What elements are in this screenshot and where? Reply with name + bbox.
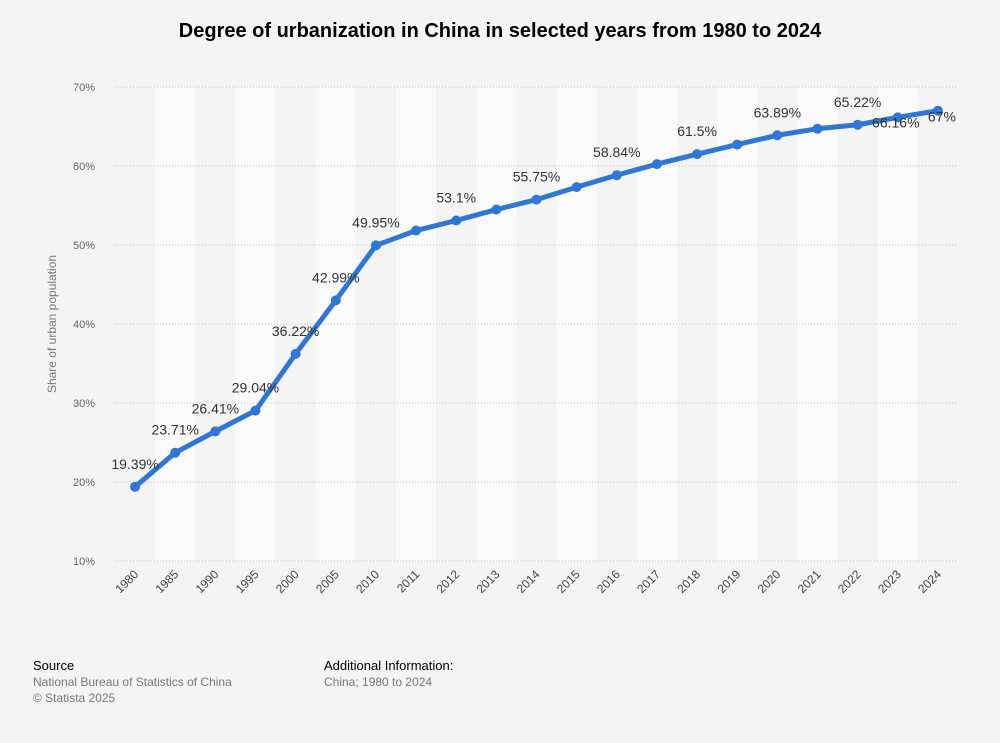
source-block: Source National Bureau of Statistics of … bbox=[33, 658, 232, 706]
x-tick-label: 2000 bbox=[273, 567, 302, 596]
data-point-2005[interactable] bbox=[330, 295, 341, 306]
info-heading: Additional Information: bbox=[324, 658, 454, 673]
data-point-2010[interactable] bbox=[370, 240, 381, 251]
x-tick-label: 1990 bbox=[193, 567, 222, 596]
column-band-1990 bbox=[195, 87, 236, 561]
y-tick-label: 50% bbox=[73, 240, 95, 252]
data-point-1990[interactable] bbox=[210, 426, 221, 437]
footer: Source National Bureau of Statistics of … bbox=[33, 658, 973, 718]
data-label-2018: 61.5% bbox=[677, 123, 717, 139]
data-label-2020: 63.89% bbox=[754, 104, 801, 120]
data-label-2000: 36.22% bbox=[272, 323, 319, 339]
y-axis-label: Share of urban population bbox=[45, 255, 59, 393]
data-point-2011[interactable] bbox=[411, 225, 422, 236]
data-point-2013[interactable] bbox=[491, 204, 502, 215]
x-tick-label: 2023 bbox=[875, 567, 904, 596]
data-point-2022[interactable] bbox=[852, 119, 863, 130]
data-label-2005: 42.99% bbox=[312, 269, 359, 285]
x-tick-label: 2011 bbox=[394, 567, 422, 595]
x-tick-label: 2005 bbox=[313, 567, 342, 596]
info-text: China; 1980 to 2024 bbox=[324, 675, 433, 689]
x-tick-label: 2015 bbox=[554, 567, 583, 596]
data-point-2021[interactable] bbox=[812, 123, 823, 134]
data-point-2018[interactable] bbox=[692, 149, 703, 160]
source-name[interactable]: National Bureau of Statistics of China bbox=[33, 675, 232, 689]
copyright: © Statista 2025 bbox=[33, 691, 116, 705]
data-point-1985[interactable] bbox=[170, 447, 181, 458]
line-chart: 10% 20% 30% 40% 50% 60% 70% Share of urban popu… bbox=[45, 82, 958, 596]
data-point-2024[interactable] bbox=[932, 105, 943, 116]
data-label-2014: 55.75% bbox=[513, 169, 560, 185]
column-band-2010 bbox=[355, 87, 396, 561]
data-point-2016[interactable] bbox=[611, 170, 622, 181]
data-label-2023: 66.16% bbox=[872, 114, 919, 130]
x-tick-label: 2020 bbox=[755, 567, 784, 596]
x-tick-label: 1995 bbox=[233, 567, 262, 596]
column-band-2011 bbox=[396, 87, 437, 561]
data-label-1995: 29.04% bbox=[232, 380, 279, 396]
source-heading: Source bbox=[33, 658, 75, 673]
data-point-2019[interactable] bbox=[732, 139, 743, 150]
data-point-2020[interactable] bbox=[772, 130, 783, 141]
data-label-2016: 58.84% bbox=[593, 144, 640, 160]
column-band-2019 bbox=[717, 87, 758, 561]
x-tick-label: 2024 bbox=[915, 567, 944, 596]
column-band-2023 bbox=[877, 87, 918, 561]
data-label-1985: 23.71% bbox=[151, 422, 198, 438]
x-tick-label: 2014 bbox=[514, 567, 543, 596]
info-block: Additional Information: China; 1980 to 2… bbox=[324, 658, 453, 690]
x-tick-label: 2018 bbox=[674, 567, 703, 596]
x-tick-label: 2019 bbox=[715, 567, 744, 596]
y-tick-label: 20% bbox=[73, 477, 95, 489]
x-tick-label: 1985 bbox=[153, 567, 182, 596]
data-label-2022: 65.22% bbox=[834, 94, 881, 110]
y-tick-label: 60% bbox=[73, 161, 95, 173]
data-label-1980: 19.39% bbox=[111, 456, 158, 472]
data-point-2017[interactable] bbox=[651, 159, 662, 170]
x-tick-label: 1980 bbox=[112, 567, 141, 596]
data-point-1995[interactable] bbox=[250, 405, 261, 416]
data-point-2023[interactable] bbox=[892, 112, 903, 123]
x-tick-label: 2017 bbox=[634, 567, 663, 596]
data-point-2012[interactable] bbox=[451, 215, 462, 226]
data-point-2014[interactable] bbox=[531, 194, 542, 205]
y-tick-label: 40% bbox=[73, 319, 95, 331]
data-point-2000[interactable] bbox=[290, 348, 301, 359]
y-tick-label: 30% bbox=[73, 398, 95, 410]
chart-title: Degree of urbanization in China in selec… bbox=[178, 20, 822, 42]
data-point-2015[interactable] bbox=[571, 182, 582, 193]
x-tick-label: 2013 bbox=[474, 567, 503, 596]
x-tick-label: 2022 bbox=[835, 567, 864, 596]
data-point-1980[interactable] bbox=[130, 481, 141, 492]
x-tick-label: 2010 bbox=[353, 567, 382, 596]
y-tick-label: 10% bbox=[73, 556, 95, 568]
data-label-2010: 49.95% bbox=[352, 214, 399, 230]
data-label-1990: 26.41% bbox=[192, 400, 239, 416]
x-tick-label: 2021 bbox=[795, 567, 824, 596]
data-label-2012: 53.1% bbox=[436, 190, 476, 206]
x-tick-label: 2016 bbox=[594, 567, 623, 596]
data-label-2024: 67% bbox=[928, 109, 956, 125]
column-band-2015 bbox=[556, 87, 597, 561]
y-tick-label: 70% bbox=[73, 82, 95, 94]
x-tick-label: 2012 bbox=[434, 567, 463, 596]
